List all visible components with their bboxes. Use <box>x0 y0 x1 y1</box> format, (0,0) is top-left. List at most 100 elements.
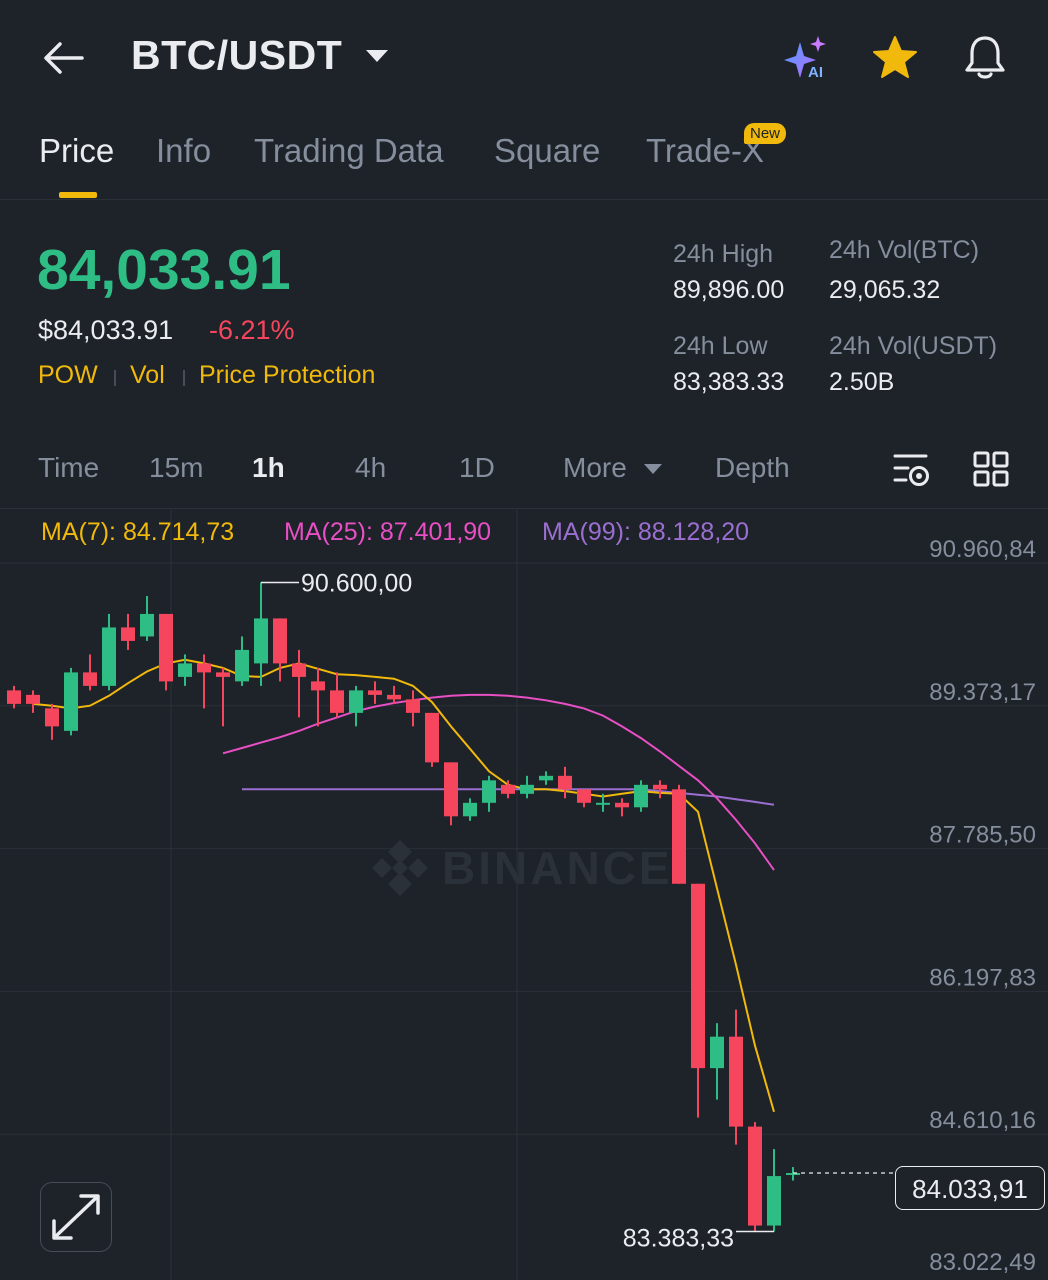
tag-price-protection[interactable]: Price Protection <box>199 361 376 389</box>
max-price-label: 90.600,00 <box>301 569 412 597</box>
chart-settings-icon[interactable] <box>892 450 932 495</box>
candle-body <box>482 780 496 803</box>
candle-body <box>26 694 40 704</box>
interval-15m[interactable]: 15m <box>149 452 204 483</box>
back-button[interactable] <box>40 36 88 80</box>
expand-icon <box>52 1194 100 1240</box>
candle-body <box>634 784 648 808</box>
price-change-percent: -6.21% <box>209 315 295 345</box>
candle-body <box>159 613 173 682</box>
expand-chart-button[interactable] <box>40 1182 112 1252</box>
stat-24h-low: 83,383.33 <box>673 368 785 396</box>
ma7-label: MA(7): 84.714,73 <box>41 518 235 546</box>
y-tick-label: 87.785,50 <box>929 822 1036 849</box>
candle-body <box>64 672 78 731</box>
candle-body <box>539 775 553 781</box>
candle-body <box>121 627 135 641</box>
candle-body <box>444 762 458 817</box>
candle-body <box>330 690 344 713</box>
candle-body <box>672 789 686 884</box>
interval-depth[interactable]: Depth <box>715 452 790 483</box>
ai-badge: AI <box>808 64 823 81</box>
candle-body <box>216 672 230 677</box>
candle-body <box>140 613 154 637</box>
candle-body <box>463 802 477 817</box>
more-caret-icon[interactable] <box>643 462 663 480</box>
divider <box>0 199 1048 200</box>
candle-body <box>102 627 116 686</box>
candle-body <box>425 712 439 763</box>
min-price-label: 83.383,33 <box>623 1225 734 1253</box>
candle-body <box>273 618 287 664</box>
y-tick-label: 86.197,83 <box>929 964 1036 991</box>
stat-24h-high: 89,896.00 <box>673 276 785 304</box>
candle-body <box>767 1176 781 1226</box>
stat-24h-vol-usdt: 2.50B <box>829 368 895 396</box>
y-tick-label: 90.960,84 <box>929 536 1036 563</box>
candle-body <box>7 690 21 704</box>
ai-assistant-button[interactable]: AI <box>780 34 836 84</box>
candle-body <box>406 699 420 713</box>
candle-body <box>558 775 572 790</box>
interval-time[interactable]: Time <box>38 452 100 483</box>
interval-more[interactable]: More <box>563 452 627 483</box>
candle-body <box>368 690 382 695</box>
tag-separator <box>114 370 116 386</box>
candle-body <box>710 1036 724 1069</box>
candle-body <box>45 708 59 727</box>
candle-body <box>349 690 363 713</box>
candle-body <box>691 883 705 1069</box>
ma99-label: MA(99): 88.128,20 <box>542 518 750 546</box>
candle-body <box>197 663 211 673</box>
notification-button[interactable] <box>960 32 1010 82</box>
candle-body <box>83 672 97 686</box>
candle-body <box>653 784 667 790</box>
stat-24h-vol-usdt-label: 24h Vol(USDT) <box>829 332 998 360</box>
interval-1h[interactable]: 1h <box>252 452 285 483</box>
interval-1d[interactable]: 1D <box>459 452 495 483</box>
pair-title[interactable]: BTC/USDT <box>131 32 343 78</box>
interval-4h[interactable]: 4h <box>355 452 387 483</box>
tab-square[interactable]: Square <box>494 132 601 169</box>
tab-info[interactable]: Info <box>156 132 212 169</box>
candle-body <box>178 663 192 677</box>
stat-24h-low-label: 24h Low <box>673 332 768 360</box>
candle-body <box>596 802 610 805</box>
tab-price[interactable]: Price <box>39 132 115 169</box>
candle-body <box>729 1036 743 1127</box>
candle-body <box>577 789 591 803</box>
tag-separator <box>183 370 185 386</box>
y-tick-label: 83.022,49 <box>929 1249 1036 1276</box>
new-badge: New <box>744 123 787 144</box>
usd-price: $84,033.91 <box>38 315 174 345</box>
tag-vol[interactable]: Vol <box>130 361 165 389</box>
tag-pow[interactable]: POW <box>38 361 98 389</box>
back-arrow-icon <box>44 42 84 74</box>
binance-watermark: BINANCE <box>372 840 673 896</box>
y-tick-label: 84.610,16 <box>929 1107 1036 1134</box>
ai-sparkle-icon <box>784 36 826 78</box>
candlestick-chart[interactable]: BINANCE 90.960,84 89.373,17 87.785,50 86.19… <box>0 510 1048 1280</box>
ma7-line <box>32 658 775 1113</box>
y-tick-label: 89.373,17 <box>929 679 1036 706</box>
favorite-button[interactable] <box>870 34 920 82</box>
candle-body <box>748 1126 762 1226</box>
candle-body <box>292 663 306 677</box>
stat-24h-vol-btc: 29,065.32 <box>829 276 941 304</box>
ma25-line <box>222 693 775 871</box>
stat-24h-vol-btc-label: 24h Vol(BTC) <box>829 236 980 264</box>
stat-24h-high-label: 24h High <box>673 240 774 268</box>
candle-body <box>235 649 249 682</box>
candle-body <box>311 681 325 691</box>
watermark-text: BINANCE <box>442 842 673 894</box>
star-icon <box>873 36 917 78</box>
caret-down-icon[interactable] <box>364 48 390 69</box>
candle-body <box>520 784 534 794</box>
grid-icon[interactable] <box>972 450 1010 493</box>
candle-body <box>387 694 401 700</box>
candle-body <box>254 618 268 664</box>
ma25-label: MA(25): 87.401,90 <box>284 518 492 546</box>
candle-body <box>786 1173 800 1176</box>
tab-trading-data[interactable]: Trading Data <box>254 132 444 169</box>
current-price-tag: 84.033,91 <box>895 1166 1045 1210</box>
